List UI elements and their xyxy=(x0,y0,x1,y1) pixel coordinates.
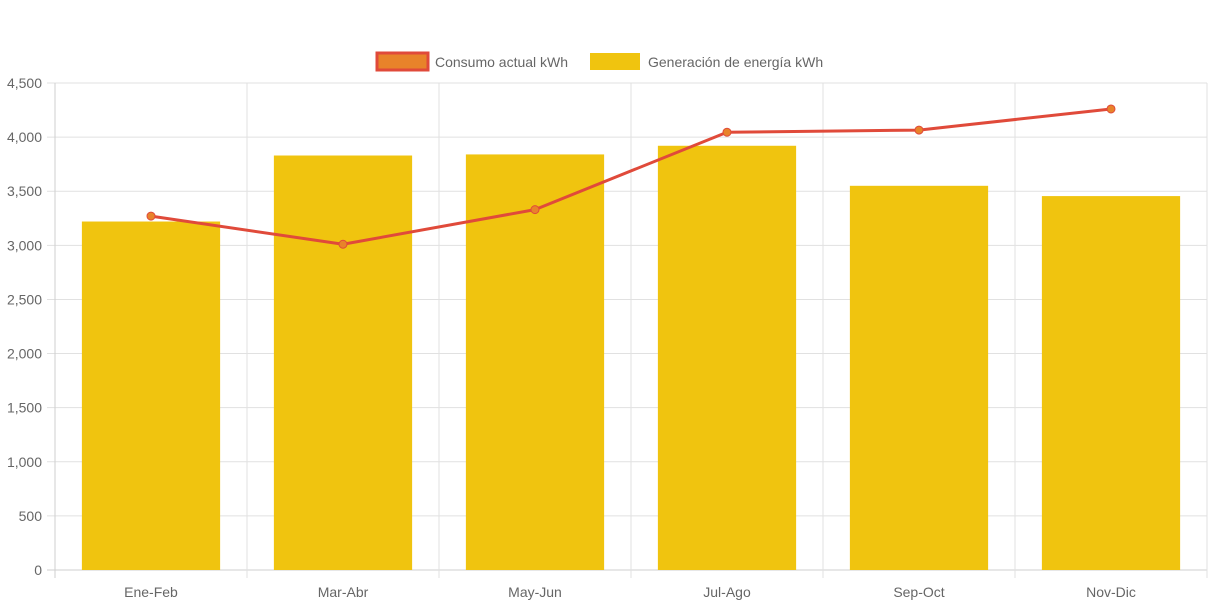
y-tick-label: 4,500 xyxy=(7,75,42,91)
y-tick-label: 1,000 xyxy=(7,454,42,470)
legend-label-generacion: Generación de energía kWh xyxy=(648,54,823,70)
line-series xyxy=(146,104,1116,249)
line-point xyxy=(530,205,540,215)
line-point xyxy=(146,211,156,221)
y-tick-label: 0 xyxy=(34,562,42,578)
x-tick-label: May-Jun xyxy=(508,584,562,600)
y-tick-label: 3,500 xyxy=(7,183,42,199)
legend-label-consumo: Consumo actual kWh xyxy=(435,54,568,70)
bar xyxy=(657,145,797,570)
y-tick-label: 2,000 xyxy=(7,346,42,362)
line-point xyxy=(1106,104,1116,114)
line-point xyxy=(914,125,924,135)
x-tick-label: Ene-Feb xyxy=(124,584,178,600)
series-line xyxy=(150,107,1112,246)
bar-series xyxy=(81,145,1181,571)
y-tick-label: 3,000 xyxy=(7,237,42,253)
bar xyxy=(273,155,413,570)
line-point xyxy=(722,127,732,137)
y-tick-label: 2,500 xyxy=(7,291,42,307)
line-point xyxy=(338,239,348,249)
legend-swatch-consumo xyxy=(375,51,430,72)
x-tick-label: Sep-Oct xyxy=(893,584,944,600)
legend-item-consumo[interactable]: Consumo actual kWh xyxy=(375,51,568,72)
y-tick-label: 1,500 xyxy=(7,400,42,416)
legend-item-generacion[interactable]: Generación de energía kWh xyxy=(590,53,823,70)
legend: Consumo actual kWh Generación de energía… xyxy=(375,51,823,72)
y-tick-label: 500 xyxy=(19,508,43,524)
grid xyxy=(47,82,1208,578)
x-tick-label: Mar-Abr xyxy=(318,584,369,600)
bar xyxy=(1041,196,1181,570)
axes: 0 500 1,000 1,500 2,000 2,500 3,000 3,500 4,000 4… xyxy=(7,75,1136,600)
x-tick-label: Nov-Dic xyxy=(1086,584,1136,600)
bar xyxy=(849,185,989,571)
bar xyxy=(81,221,221,570)
x-tick-label: Jul-Ago xyxy=(703,584,751,600)
legend-swatch-generacion xyxy=(590,53,640,70)
y-tick-label: 4,000 xyxy=(7,129,42,145)
bar xyxy=(465,154,605,570)
